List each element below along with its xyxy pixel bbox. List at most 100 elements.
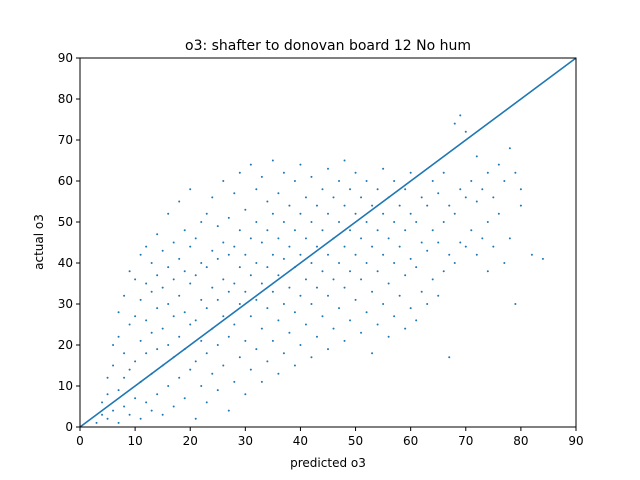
x-tick-label: 60: [403, 434, 418, 448]
data-point: [277, 274, 280, 277]
data-point: [299, 163, 302, 166]
data-point: [244, 339, 247, 342]
data-point: [167, 266, 170, 269]
x-tick-label: 80: [513, 434, 528, 448]
data-point: [112, 344, 115, 346]
data-point: [393, 262, 396, 264]
data-point: [260, 380, 263, 383]
data-point: [492, 196, 495, 199]
data-point: [266, 229, 269, 232]
data-point: [266, 266, 269, 269]
data-point: [134, 315, 137, 318]
data-point: [227, 290, 230, 293]
data-point: [310, 221, 313, 223]
data-point: [156, 307, 159, 310]
data-point: [393, 315, 396, 318]
data-point: [117, 421, 120, 424]
y-axis-label: actual o3: [32, 214, 46, 270]
data-point: [376, 229, 379, 232]
data-point: [271, 290, 274, 293]
data-point: [205, 212, 208, 215]
data-point: [437, 241, 440, 244]
data-point: [150, 409, 153, 412]
data-point: [288, 245, 291, 248]
data-point: [238, 171, 241, 174]
x-tick-label: 10: [127, 434, 142, 448]
data-point: [343, 245, 346, 248]
data-point: [293, 229, 296, 232]
data-point: [332, 196, 335, 199]
data-point: [315, 335, 318, 338]
data-point: [437, 294, 440, 297]
data-point: [481, 237, 484, 240]
data-point: [161, 249, 164, 252]
data-point: [271, 339, 274, 342]
data-point: [200, 339, 203, 342]
data-point: [442, 171, 445, 174]
data-point: [349, 319, 352, 322]
data-point: [216, 389, 219, 392]
data-point: [161, 286, 164, 289]
data-point: [128, 270, 131, 273]
data-point: [260, 282, 263, 285]
data-point: [486, 221, 489, 223]
data-point: [172, 315, 175, 318]
data-point: [178, 257, 181, 260]
data-point: [354, 253, 357, 256]
data-point: [194, 274, 197, 277]
data-point: [128, 323, 131, 326]
data-point: [282, 171, 285, 174]
data-point: [238, 266, 241, 269]
data-point: [194, 360, 197, 363]
data-point: [365, 180, 368, 182]
data-point: [123, 405, 126, 408]
data-point: [426, 204, 429, 207]
y-tick-label: 30: [58, 297, 73, 311]
data-point: [194, 417, 197, 420]
y-tick-label: 10: [58, 379, 73, 393]
data-point: [249, 237, 252, 240]
data-point: [139, 417, 142, 420]
data-point: [161, 413, 164, 416]
data-point: [404, 188, 407, 191]
data-point: [338, 180, 341, 182]
data-point: [200, 221, 203, 223]
data-point: [139, 253, 142, 256]
data-point: [349, 270, 352, 273]
y-tick-label: 0: [65, 420, 73, 434]
data-point: [354, 212, 357, 215]
data-point: [222, 278, 225, 281]
data-point: [519, 188, 522, 191]
data-point: [404, 327, 407, 330]
data-point: [282, 303, 285, 305]
data-point: [233, 323, 236, 326]
data-point: [189, 188, 192, 191]
data-point: [442, 221, 445, 223]
data-point: [161, 327, 164, 330]
data-point: [497, 212, 500, 215]
data-point: [178, 376, 181, 379]
data-point: [255, 188, 258, 191]
data-point: [310, 262, 313, 264]
data-point: [139, 339, 142, 342]
data-point: [255, 298, 258, 301]
data-point: [134, 360, 137, 363]
data-point: [387, 237, 390, 240]
data-point: [503, 262, 506, 264]
data-point: [360, 196, 363, 199]
data-point: [128, 413, 131, 416]
data-point: [387, 282, 390, 285]
data-point: [183, 270, 186, 273]
data-point: [156, 348, 159, 351]
data-point: [464, 196, 467, 199]
data-point: [145, 319, 148, 322]
data-point: [227, 335, 230, 338]
data-point: [167, 385, 170, 387]
data-point: [200, 298, 203, 301]
data-point: [409, 307, 412, 310]
data-point: [321, 270, 324, 273]
data-point: [514, 171, 517, 174]
data-point: [299, 344, 302, 346]
data-point: [470, 229, 473, 232]
reference-line: [79, 57, 577, 428]
